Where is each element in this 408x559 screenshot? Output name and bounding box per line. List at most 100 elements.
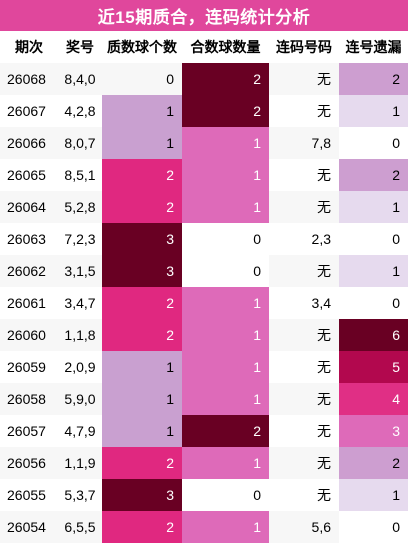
composite-count-cell: 1 <box>182 159 269 191</box>
consecutive-cell: 无 <box>269 95 339 127</box>
prime-count-cell: 1 <box>102 351 182 383</box>
table-row: 26058 5,9,0 1 1 无 4 <box>0 383 408 415</box>
table-row: 26055 5,3,7 3 0 无 1 <box>0 479 408 511</box>
period-cell: 26054 <box>0 511 58 543</box>
award-cell: 5,3,7 <box>58 479 102 511</box>
prime-count-cell: 2 <box>102 287 182 319</box>
award-cell: 1,1,9 <box>58 447 102 479</box>
period-cell: 26064 <box>0 191 58 223</box>
prime-count-cell: 2 <box>102 511 182 543</box>
consecutive-cell: 2,3 <box>269 223 339 255</box>
award-cell: 2,0,9 <box>58 351 102 383</box>
period-cell: 26062 <box>0 255 58 287</box>
miss-cell: 6 <box>339 319 408 351</box>
composite-count-cell: 0 <box>182 223 269 255</box>
composite-count-cell: 1 <box>182 383 269 415</box>
composite-count-cell: 1 <box>182 127 269 159</box>
stats-table: 期次 奖号 质数球个数 合数球数量 连码号码 连号遗漏 26068 8,4,0 0 2… <box>0 31 408 543</box>
award-cell: 8,5,1 <box>58 159 102 191</box>
miss-cell: 1 <box>339 95 408 127</box>
period-cell: 26065 <box>0 159 58 191</box>
consecutive-cell: 5,6 <box>269 511 339 543</box>
table-row: 26059 2,0,9 1 1 无 5 <box>0 351 408 383</box>
miss-cell: 2 <box>339 447 408 479</box>
consecutive-cell: 无 <box>269 415 339 447</box>
award-cell: 8,4,0 <box>58 63 102 95</box>
page-title: 近15期质合，连码统计分析 <box>0 0 408 31</box>
award-cell: 8,0,7 <box>58 127 102 159</box>
period-cell: 26068 <box>0 63 58 95</box>
table-row: 26061 3,4,7 2 1 3,4 0 <box>0 287 408 319</box>
miss-cell: 0 <box>339 127 408 159</box>
award-cell: 4,7,9 <box>58 415 102 447</box>
prime-count-cell: 2 <box>102 159 182 191</box>
period-cell: 26055 <box>0 479 58 511</box>
header-miss: 连号遗漏 <box>339 31 408 63</box>
composite-count-cell: 1 <box>182 511 269 543</box>
header-row: 期次 奖号 质数球个数 合数球数量 连码号码 连号遗漏 <box>0 31 408 63</box>
consecutive-cell: 7,8 <box>269 127 339 159</box>
award-cell: 3,4,7 <box>58 287 102 319</box>
consecutive-cell: 无 <box>269 191 339 223</box>
composite-count-cell: 0 <box>182 479 269 511</box>
miss-cell: 0 <box>339 287 408 319</box>
period-cell: 26061 <box>0 287 58 319</box>
miss-cell: 2 <box>339 63 408 95</box>
award-cell: 5,2,8 <box>58 191 102 223</box>
miss-cell: 0 <box>339 223 408 255</box>
prime-count-cell: 2 <box>102 319 182 351</box>
period-cell: 26060 <box>0 319 58 351</box>
award-cell: 6,5,5 <box>58 511 102 543</box>
prime-count-cell: 1 <box>102 415 182 447</box>
consecutive-cell: 无 <box>269 383 339 415</box>
award-cell: 4,2,8 <box>58 95 102 127</box>
composite-count-cell: 2 <box>182 95 269 127</box>
miss-cell: 1 <box>339 255 408 287</box>
consecutive-cell: 无 <box>269 319 339 351</box>
composite-count-cell: 1 <box>182 351 269 383</box>
award-cell: 5,9,0 <box>58 383 102 415</box>
composite-count-cell: 1 <box>182 287 269 319</box>
award-cell: 1,1,8 <box>58 319 102 351</box>
table-row: 26067 4,2,8 1 2 无 1 <box>0 95 408 127</box>
prime-count-cell: 2 <box>102 447 182 479</box>
header-consecutive: 连码号码 <box>269 31 339 63</box>
table-row: 26063 7,2,3 3 0 2,3 0 <box>0 223 408 255</box>
consecutive-cell: 3,4 <box>269 287 339 319</box>
period-cell: 26056 <box>0 447 58 479</box>
consecutive-cell: 无 <box>269 159 339 191</box>
composite-count-cell: 2 <box>182 63 269 95</box>
consecutive-cell: 无 <box>269 255 339 287</box>
composite-count-cell: 1 <box>182 319 269 351</box>
header-award: 奖号 <box>58 31 102 63</box>
prime-count-cell: 3 <box>102 479 182 511</box>
composite-count-cell: 1 <box>182 191 269 223</box>
consecutive-cell: 无 <box>269 479 339 511</box>
period-cell: 26057 <box>0 415 58 447</box>
period-cell: 26058 <box>0 383 58 415</box>
prime-count-cell: 1 <box>102 127 182 159</box>
table-row: 26064 5,2,8 2 1 无 1 <box>0 191 408 223</box>
prime-count-cell: 0 <box>102 63 182 95</box>
table-row: 26065 8,5,1 2 1 无 2 <box>0 159 408 191</box>
prime-count-cell: 1 <box>102 95 182 127</box>
header-composite-count: 合数球数量 <box>182 31 269 63</box>
period-cell: 26067 <box>0 95 58 127</box>
period-cell: 26066 <box>0 127 58 159</box>
composite-count-cell: 0 <box>182 255 269 287</box>
table-row: 26060 1,1,8 2 1 无 6 <box>0 319 408 351</box>
consecutive-cell: 无 <box>269 447 339 479</box>
miss-cell: 4 <box>339 383 408 415</box>
prime-count-cell: 3 <box>102 223 182 255</box>
table-row: 26057 4,7,9 1 2 无 3 <box>0 415 408 447</box>
miss-cell: 5 <box>339 351 408 383</box>
header-period: 期次 <box>0 31 58 63</box>
prime-count-cell: 3 <box>102 255 182 287</box>
table-row: 26068 8,4,0 0 2 无 2 <box>0 63 408 95</box>
miss-cell: 1 <box>339 191 408 223</box>
table-row: 26066 8,0,7 1 1 7,8 0 <box>0 127 408 159</box>
table-row: 26054 6,5,5 2 1 5,6 0 <box>0 511 408 543</box>
table-row: 26056 1,1,9 2 1 无 2 <box>0 447 408 479</box>
prime-count-cell: 1 <box>102 383 182 415</box>
consecutive-cell: 无 <box>269 351 339 383</box>
